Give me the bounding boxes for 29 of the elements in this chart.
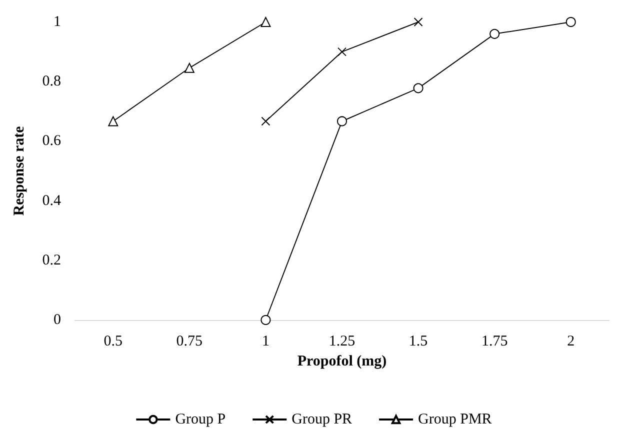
point [337, 116, 347, 126]
x-axis-title: Propofol (mg) [297, 353, 387, 370]
point [490, 28, 500, 39]
y-tick-label: 0.6 [42, 133, 62, 150]
y-tick-label: 0.2 [42, 252, 61, 268]
y-tick-label: 0.8 [42, 74, 61, 90]
x-tick-label: 1.25 [328, 334, 356, 350]
x-tick-label: 2 [567, 334, 575, 350]
y-tick-label: 1 [54, 14, 61, 30]
point [414, 18, 423, 26]
y-tick-label: 0.4 [42, 192, 62, 209]
x-tick-label: 1 [262, 334, 270, 350]
y-tick-label: 0 [54, 312, 61, 328]
point [413, 83, 424, 94]
legend-label: Group PMR [418, 412, 492, 428]
point [260, 17, 271, 27]
x-tick-label: 0.75 [176, 334, 203, 350]
point [108, 116, 118, 126]
point [260, 315, 271, 325]
x-tick-label: 1.75 [481, 334, 508, 350]
point [184, 62, 194, 73]
legend-label: Group PR [292, 412, 352, 428]
point [338, 47, 346, 56]
x-tick-label: 1.5 [408, 334, 428, 350]
legend-label: Group P [175, 412, 226, 428]
x-tick-label: 0.5 [104, 334, 123, 350]
point [566, 17, 576, 27]
y-axis-title: Response rate [12, 126, 28, 216]
point [261, 116, 270, 126]
